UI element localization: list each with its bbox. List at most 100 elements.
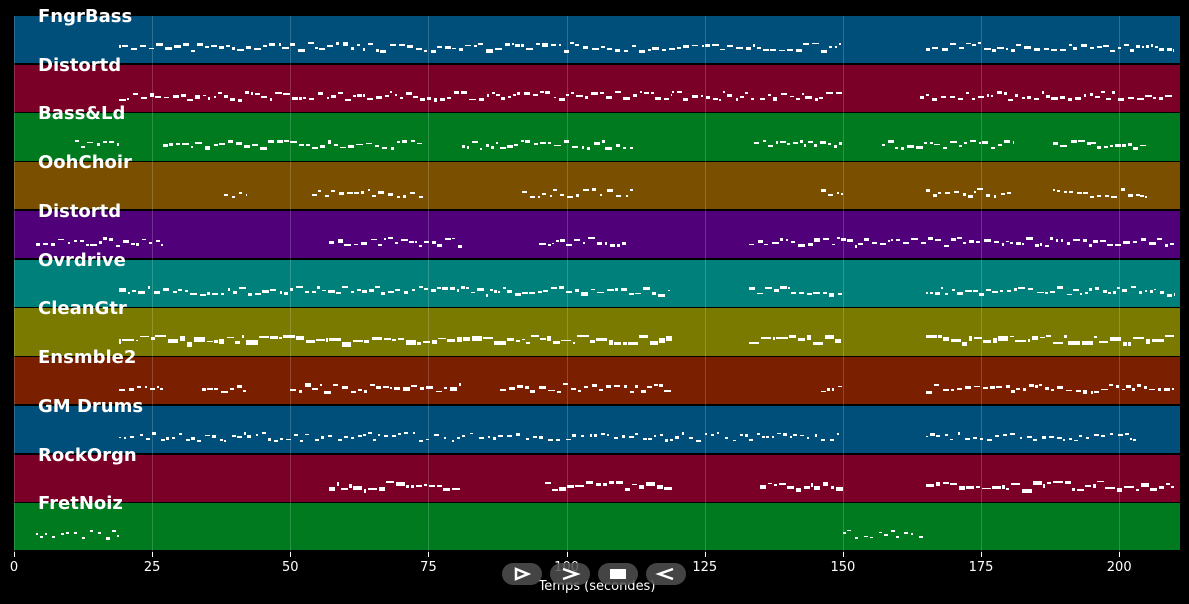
x-tick-label: 0 [9,560,19,575]
midi-note [254,292,262,296]
midi-note [903,241,910,244]
midi-note [576,194,580,197]
midi-note [445,238,451,241]
midi-note [565,93,569,96]
x-tick [566,552,568,557]
midi-note [376,49,379,53]
midi-note [627,342,638,346]
midi-note [1093,483,1096,488]
midi-note [486,144,490,147]
midi-note [739,96,744,98]
rewind-button[interactable] [646,563,686,585]
midi-note [575,95,583,97]
midi-note [417,142,423,145]
midi-note [67,242,71,245]
midi-note [925,334,937,338]
midi-note [337,239,344,243]
midi-note [572,341,576,344]
midi-note [312,193,317,196]
midi-note [410,139,416,142]
midi-note [1089,288,1092,292]
midi-note [1158,485,1164,490]
midi-note [416,485,423,488]
midi-note [1103,44,1109,48]
play-button[interactable] [502,563,542,585]
midi-note [246,340,258,346]
midi-note [135,339,139,342]
midi-note [203,94,207,97]
midi-note [609,244,615,248]
midi-note [328,140,331,144]
midi-note [285,438,291,441]
midi-note [691,95,699,99]
midi-note [1082,239,1088,242]
stop-icon [610,569,626,579]
midi-note [1096,46,1102,49]
midi-note [984,48,991,50]
midi-note [60,533,65,535]
midi-note [290,43,295,46]
midi-note [370,238,377,241]
midi-note [1040,242,1043,246]
midi-note [1090,93,1093,97]
midi-note [835,91,843,95]
midi-note [1010,335,1015,338]
midi-note [605,146,613,150]
midi-note [799,140,804,144]
midi-note [1001,242,1005,246]
midi-note [343,435,349,439]
midi-note [66,531,70,534]
midi-note [73,240,77,242]
midi-note [336,482,340,486]
midi-note [963,241,967,245]
track-name: OohChoir [38,152,132,174]
midi-note [963,193,966,197]
midi-note [73,531,77,534]
midi-note [383,238,387,241]
stop-button[interactable] [598,563,638,585]
midi-note [814,143,817,147]
midi-note [247,292,253,297]
midi-note [1118,98,1125,101]
midi-note [351,437,354,440]
midi-note [1110,336,1122,342]
midi-note [854,245,857,248]
midi-note [1022,387,1026,391]
midi-note [541,43,548,47]
midi-note [956,388,962,391]
forward-button[interactable] [550,563,590,585]
midi-note [194,141,202,144]
midi-note [239,287,246,290]
midi-note [551,43,556,46]
midi-note [1115,243,1121,247]
midi-note [1046,335,1052,338]
midi-note [419,386,425,390]
midi-note [1043,47,1050,50]
midi-note [1170,485,1175,489]
midi-note [539,436,543,439]
midi-note [658,293,665,297]
midi-note [990,146,996,149]
midi-note [1083,390,1087,394]
midi-note [290,288,294,292]
midi-note [522,190,528,193]
midi-note [632,44,636,47]
midi-note [831,388,835,391]
midi-note [833,145,837,148]
midi-note [163,96,170,99]
midi-note [1124,486,1135,489]
midi-note [1069,190,1073,193]
midi-note [624,49,629,53]
midi-note [395,242,399,244]
midi-note [305,340,316,344]
midi-note [757,47,761,50]
midi-note [438,337,446,340]
midi-note [466,146,469,150]
midi-note [168,143,173,147]
midi-note [847,529,852,532]
midi-note [495,48,503,50]
midi-note [530,335,540,337]
midi-note [538,243,546,245]
x-tick [842,552,844,557]
midi-note [1050,291,1056,294]
